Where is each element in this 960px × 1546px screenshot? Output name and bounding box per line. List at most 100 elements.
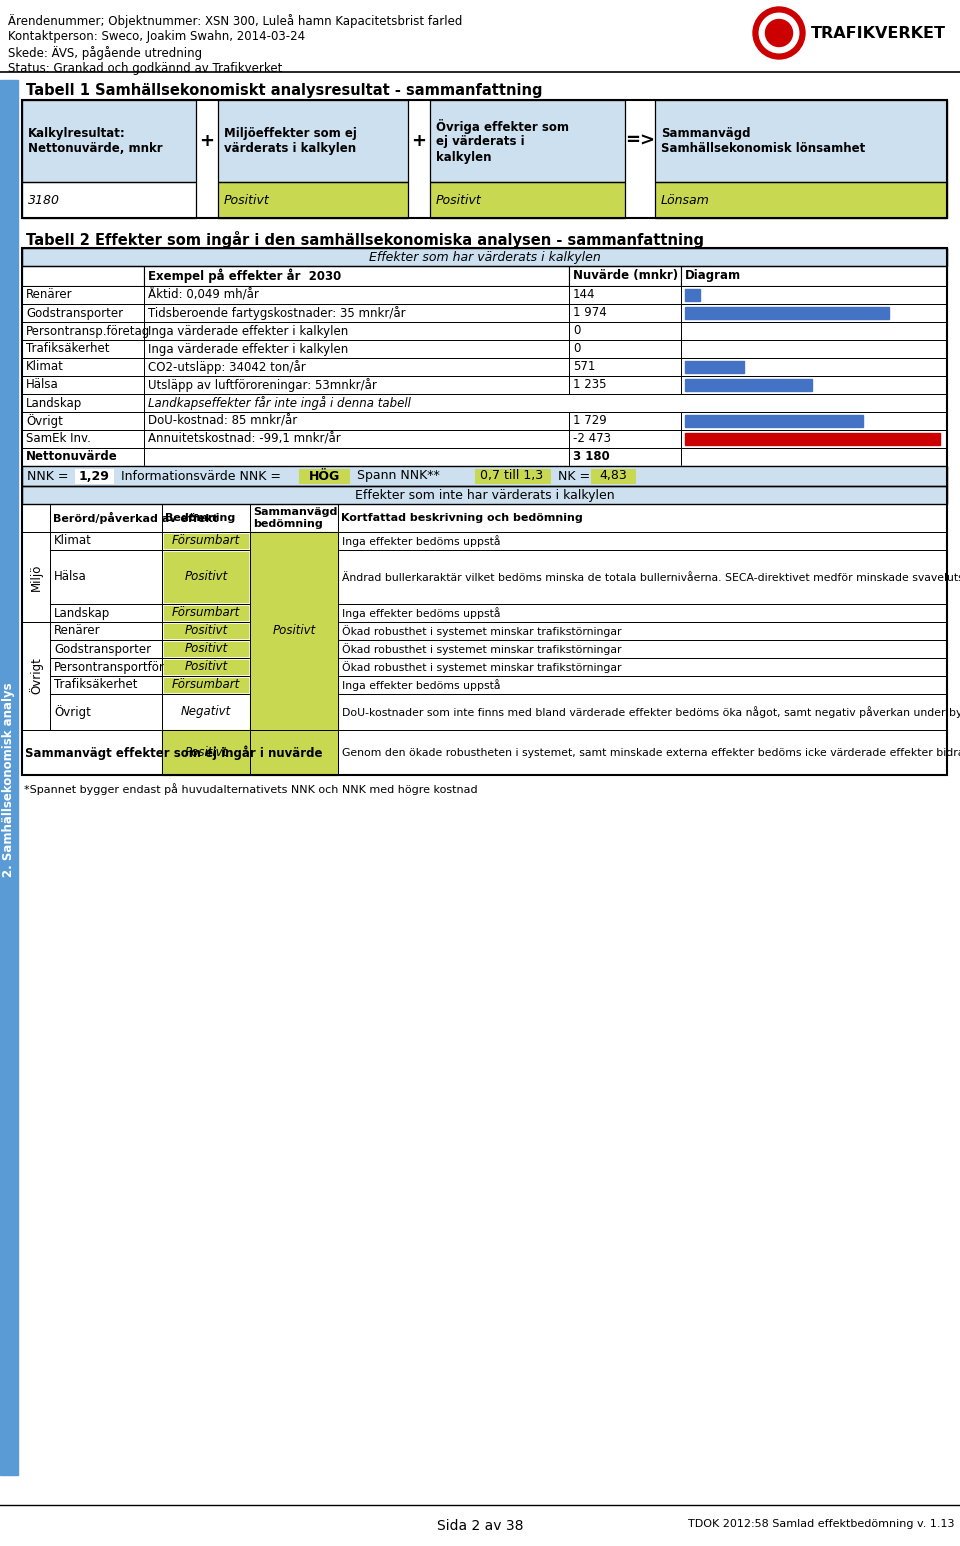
Text: Miljöeffekter som ej
värderats i kalkylen: Miljöeffekter som ej värderats i kalkyle… bbox=[224, 127, 357, 155]
Bar bbox=[430, 100, 625, 182]
Bar bbox=[144, 286, 569, 305]
Text: -2 473: -2 473 bbox=[573, 433, 611, 445]
Bar bbox=[408, 100, 430, 182]
Bar bbox=[430, 100, 625, 182]
Text: 4,83: 4,83 bbox=[599, 470, 627, 482]
Bar bbox=[144, 376, 569, 394]
Text: Tabell 2 Effekter som ingår i den samhällsekonomiska analysen - sammanfattning: Tabell 2 Effekter som ingår i den samhäl… bbox=[26, 230, 704, 247]
Text: Positivt: Positivt bbox=[224, 193, 270, 207]
Bar bbox=[22, 247, 947, 266]
Bar bbox=[218, 182, 408, 218]
Bar bbox=[162, 676, 250, 694]
Bar bbox=[218, 100, 408, 182]
Text: Tidsberoende fartygskostnader: 35 mnkr/år: Tidsberoende fartygskostnader: 35 mnkr/å… bbox=[148, 306, 406, 320]
Text: DoU-kostnader som inte finns med bland värderade effekter bedöms öka något, samt: DoU-kostnader som inte finns med bland v… bbox=[342, 707, 960, 717]
Bar bbox=[250, 504, 338, 532]
Bar bbox=[162, 532, 250, 550]
Bar bbox=[655, 100, 947, 182]
Bar bbox=[162, 694, 250, 730]
Circle shape bbox=[759, 14, 799, 53]
Text: Status: Grankad och godkännd av Trafikverket: Status: Grankad och godkännd av Trafikve… bbox=[8, 62, 282, 76]
Bar bbox=[144, 340, 569, 359]
Text: Ökad robusthet i systemet minskar trafikstörningar: Ökad robusthet i systemet minskar trafik… bbox=[342, 625, 621, 637]
Bar bbox=[164, 552, 248, 601]
Bar bbox=[22, 322, 144, 340]
Text: Godstransporter: Godstransporter bbox=[26, 306, 123, 320]
Bar bbox=[591, 468, 635, 482]
Bar bbox=[681, 359, 947, 376]
Bar bbox=[681, 340, 947, 359]
Text: Diagram: Diagram bbox=[685, 269, 741, 283]
Bar bbox=[218, 182, 408, 218]
Bar bbox=[50, 640, 162, 659]
Text: 3180: 3180 bbox=[28, 193, 60, 207]
Text: Försumbart: Försumbart bbox=[172, 606, 240, 620]
Bar bbox=[655, 182, 947, 218]
Bar bbox=[144, 448, 569, 465]
Bar bbox=[22, 485, 947, 504]
Text: Renärer: Renärer bbox=[54, 625, 101, 637]
Bar bbox=[338, 504, 947, 532]
Text: Sammanvägt effekter som ej ingår i nuvärde: Sammanvägt effekter som ej ingår i nuvär… bbox=[25, 745, 323, 759]
Bar bbox=[218, 100, 408, 182]
Bar bbox=[22, 621, 50, 730]
Text: =>: => bbox=[625, 131, 655, 150]
Bar bbox=[162, 730, 250, 775]
Text: Genom den ökade robustheten i systemet, samt minskade externa effekter bedöms ic: Genom den ökade robustheten i systemet, … bbox=[342, 748, 960, 758]
Bar bbox=[162, 659, 250, 676]
Bar bbox=[685, 362, 744, 373]
Text: Persontransp.företag: Persontransp.företag bbox=[26, 325, 151, 337]
Bar bbox=[681, 322, 947, 340]
Bar bbox=[22, 532, 50, 621]
Bar bbox=[144, 359, 569, 376]
Bar bbox=[144, 266, 569, 286]
Text: *Spannet bygger endast på huvudalternativets NNK och NNK med högre kostnad: *Spannet bygger endast på huvudalternati… bbox=[24, 782, 478, 795]
Text: Nuvärde (mnkr): Nuvärde (mnkr) bbox=[573, 269, 678, 283]
Text: Informationsvärde NNK =: Informationsvärde NNK = bbox=[121, 470, 281, 482]
Text: Positivt: Positivt bbox=[184, 643, 228, 656]
Bar bbox=[22, 465, 947, 485]
Bar bbox=[685, 289, 700, 301]
Bar bbox=[338, 532, 947, 550]
Bar bbox=[430, 182, 625, 218]
Bar bbox=[569, 430, 681, 448]
Bar bbox=[250, 621, 338, 640]
Text: 1,29: 1,29 bbox=[79, 470, 109, 482]
Bar bbox=[22, 100, 196, 182]
Text: Övrigt: Övrigt bbox=[29, 657, 43, 694]
Text: Positivt: Positivt bbox=[436, 193, 482, 207]
Bar bbox=[50, 550, 162, 604]
Text: Försumbart: Försumbart bbox=[172, 679, 240, 691]
Bar bbox=[22, 247, 947, 266]
Bar bbox=[655, 182, 947, 218]
Text: 0: 0 bbox=[573, 343, 581, 356]
Bar bbox=[681, 448, 947, 465]
Bar bbox=[22, 465, 947, 485]
Bar bbox=[50, 604, 162, 621]
Text: Inga effekter bedöms uppstå: Inga effekter bedöms uppstå bbox=[342, 608, 500, 618]
Text: Ändrad bullerkaraktär vilket bedöms minska de totala bullernivåerna. SECA-direkt: Ändrad bullerkaraktär vilket bedöms mins… bbox=[342, 570, 960, 583]
Bar bbox=[681, 411, 947, 430]
Text: Inga värderade effekter i kalkylen: Inga värderade effekter i kalkylen bbox=[148, 343, 348, 356]
Text: 2. Samhällsekonomisk analys: 2. Samhällsekonomisk analys bbox=[3, 683, 15, 877]
Bar bbox=[162, 504, 250, 532]
Text: Övriga effekter som
ej värderats i
kalkylen: Övriga effekter som ej värderats i kalky… bbox=[436, 119, 569, 164]
Bar bbox=[22, 266, 144, 286]
Bar bbox=[569, 305, 681, 322]
Bar bbox=[569, 448, 681, 465]
Bar bbox=[22, 340, 144, 359]
Bar bbox=[681, 266, 947, 286]
Text: Effekter som inte har värderats i kalkylen: Effekter som inte har värderats i kalkyl… bbox=[354, 489, 614, 501]
Bar bbox=[685, 308, 889, 318]
Text: Skede: ÄVS, pågående utredning: Skede: ÄVS, pågående utredning bbox=[8, 46, 203, 60]
Text: Landskap: Landskap bbox=[26, 396, 83, 410]
Text: Försumbart: Försumbart bbox=[172, 535, 240, 547]
Bar bbox=[75, 468, 113, 482]
Bar bbox=[250, 532, 338, 730]
Bar bbox=[625, 182, 655, 218]
Bar bbox=[164, 642, 248, 656]
Text: Renärer: Renärer bbox=[26, 289, 73, 301]
Text: Miljö: Miljö bbox=[30, 563, 42, 591]
Text: NK =: NK = bbox=[558, 470, 590, 482]
Text: +: + bbox=[200, 131, 214, 150]
